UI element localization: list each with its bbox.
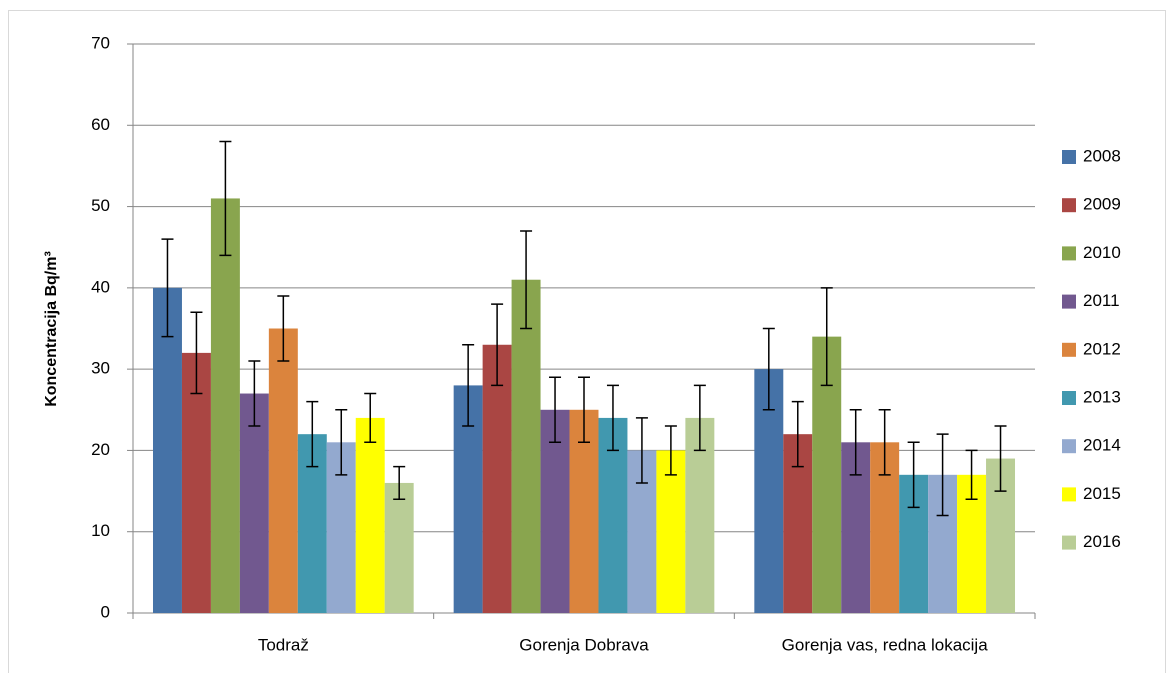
bar bbox=[384, 482, 414, 613]
y-tick-label: 0 bbox=[101, 602, 110, 621]
legend-label: 2014 bbox=[1083, 436, 1121, 455]
error-bar bbox=[820, 287, 833, 387]
error-bar bbox=[335, 409, 348, 476]
error-bar bbox=[578, 376, 590, 444]
y-tick-label: 20 bbox=[91, 440, 110, 459]
error-bar bbox=[791, 400, 804, 468]
legend-label: 2011 bbox=[1083, 291, 1120, 310]
y-tick-label: 60 bbox=[91, 115, 110, 134]
y-tick-label: 50 bbox=[91, 196, 110, 215]
legend-swatch bbox=[1062, 294, 1076, 309]
error-bar bbox=[849, 409, 862, 476]
y-axis-label: Koncentracija Bq/m³ bbox=[43, 251, 60, 407]
error-bar bbox=[161, 238, 174, 338]
error-bar bbox=[762, 327, 775, 411]
bar bbox=[355, 417, 385, 613]
chart-border bbox=[8, 10, 1166, 673]
error-bar bbox=[190, 311, 203, 395]
bar bbox=[540, 409, 570, 613]
error-bar bbox=[965, 449, 978, 500]
legend-swatch bbox=[1062, 342, 1076, 357]
legend-swatch bbox=[1062, 535, 1076, 550]
x-tick-label: Gorenja vas, redna lokacija bbox=[782, 635, 989, 654]
error-bar bbox=[277, 295, 290, 362]
bar bbox=[152, 287, 182, 613]
error-bar bbox=[907, 441, 920, 509]
error-bar bbox=[491, 303, 504, 387]
error-bar bbox=[364, 392, 377, 444]
legend-swatch bbox=[1062, 487, 1076, 502]
error-bar bbox=[664, 425, 677, 476]
error-bar bbox=[520, 230, 533, 330]
error-bar bbox=[606, 384, 619, 452]
error-bar bbox=[635, 417, 648, 484]
legend-label: 2013 bbox=[1083, 387, 1121, 406]
error-bar bbox=[549, 376, 562, 444]
legend-swatch bbox=[1062, 150, 1076, 164]
error-bar bbox=[936, 433, 949, 517]
bar bbox=[268, 328, 298, 613]
y-tick-label: 30 bbox=[91, 359, 110, 378]
bar bbox=[181, 352, 211, 613]
legend-label: 2015 bbox=[1083, 484, 1121, 503]
legend-label: 2008 bbox=[1083, 146, 1121, 165]
x-tick-label: Todraž bbox=[258, 635, 309, 654]
bar bbox=[482, 344, 512, 613]
bar bbox=[511, 279, 541, 613]
legend-label: 2012 bbox=[1083, 339, 1121, 358]
error-bar bbox=[306, 400, 319, 468]
legend-swatch bbox=[1062, 198, 1076, 213]
legend-swatch bbox=[1062, 246, 1076, 261]
legend-label: 2010 bbox=[1083, 243, 1121, 262]
error-bar bbox=[462, 344, 475, 427]
bar bbox=[210, 198, 240, 613]
legend-swatch bbox=[1062, 439, 1076, 454]
bar bbox=[569, 409, 599, 613]
x-tick-label: Gorenja Dobrava bbox=[519, 635, 649, 654]
error-bar bbox=[994, 425, 1007, 492]
y-tick-label: 70 bbox=[91, 33, 110, 52]
legend-label: 2009 bbox=[1083, 195, 1121, 214]
error-bar bbox=[878, 409, 891, 476]
y-tick-label: 40 bbox=[91, 277, 110, 296]
legend-swatch bbox=[1062, 391, 1076, 405]
error-bar bbox=[393, 465, 406, 500]
bar bbox=[656, 450, 686, 613]
y-tick-label: 10 bbox=[91, 521, 110, 540]
error-bar bbox=[248, 360, 261, 427]
bar bbox=[239, 393, 269, 613]
error-bar bbox=[219, 140, 232, 257]
error-bar bbox=[693, 384, 706, 452]
legend-label: 2016 bbox=[1083, 532, 1121, 551]
